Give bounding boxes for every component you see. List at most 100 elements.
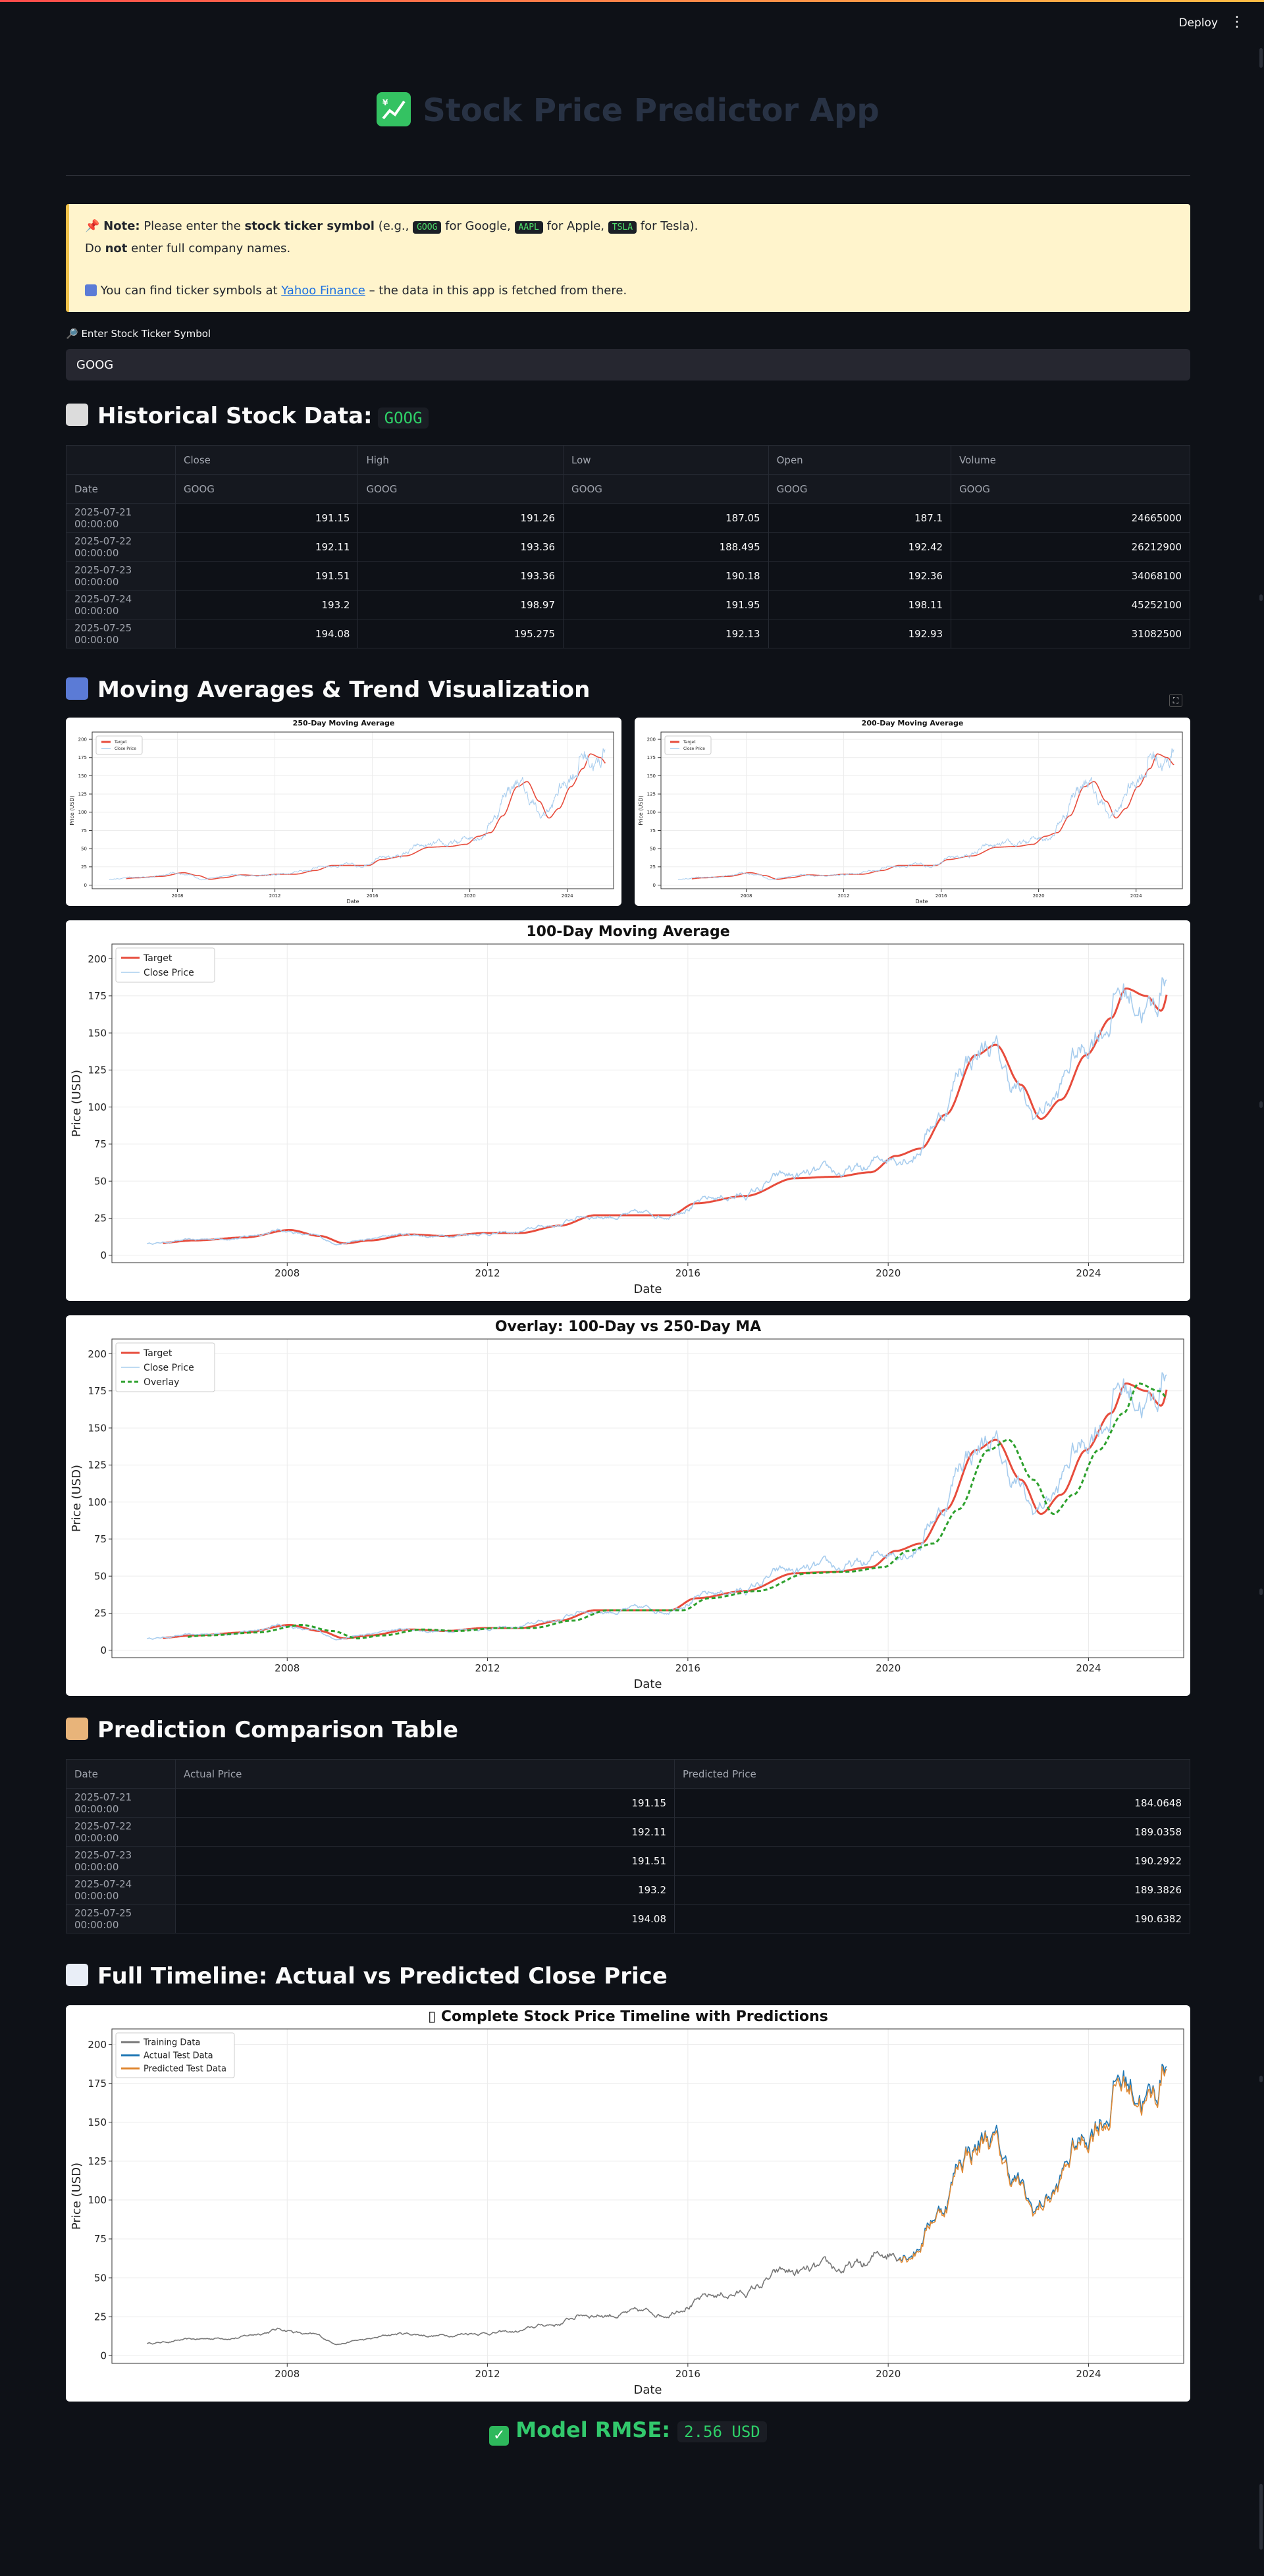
table-cell[interactable]: 26212900 (951, 532, 1190, 562)
timeline-heading-text: Full Timeline: Actual vs Predicted Close… (97, 1963, 668, 1989)
chart-title: Overlay: 100-Day vs 250-Day MA (495, 1319, 761, 1335)
column-header[interactable]: High (357, 445, 564, 475)
date-cell[interactable]: 2025-07-24 00:00:00 (66, 1875, 176, 1905)
table-cell[interactable]: 192.11 (175, 1817, 675, 1847)
table-cell[interactable]: 194.08 (175, 1904, 675, 1933)
column-header[interactable]: Predicted Price (674, 1759, 1190, 1789)
ticker-example-tsla: TSLA (608, 221, 637, 234)
y-tick-label: 150 (88, 1422, 107, 1434)
chart-full-timeline: ▯ Complete Stock Price Timeline with Pre… (66, 2005, 1190, 2402)
column-header[interactable]: Volume (951, 445, 1190, 475)
legend-label: Target (143, 953, 172, 964)
table-cell[interactable]: 198.97 (357, 590, 564, 619)
scroll-thumb[interactable] (1259, 2484, 1263, 2550)
table-cell[interactable]: 198.11 (768, 590, 952, 619)
plot-frame (111, 943, 1184, 1263)
table-cell[interactable]: 190.2922 (674, 1846, 1190, 1876)
table-cell[interactable]: 187.05 (563, 503, 769, 533)
deploy-button[interactable]: Deploy (1178, 16, 1218, 30)
rmse-label: Model RMSE: (515, 2417, 670, 2442)
table-cell[interactable]: 31082500 (951, 619, 1190, 648)
x-tick-label: 2020 (876, 2368, 901, 2380)
table-cell[interactable]: 188.495 (563, 532, 769, 562)
column-header[interactable]: Date (66, 1759, 176, 1789)
x-tick-label: 2020 (1033, 893, 1045, 899)
table-row: 2025-07-25 00:00:00 194.08 190.6382 (66, 1904, 1190, 1933)
table-cell[interactable]: 189.0358 (674, 1817, 1190, 1847)
yahoo-finance-link[interactable]: Yahoo Finance (281, 284, 365, 298)
x-tick-label: 2008 (172, 893, 184, 899)
date-cell[interactable]: 2025-07-21 00:00:00 (66, 1788, 176, 1818)
table-cell[interactable]: 192.93 (768, 619, 952, 648)
kebab-menu-icon[interactable]: ⋮ (1230, 14, 1244, 30)
chart-200-day-ma: 200-Day Moving Average 0 25 50 75 100 125 150 17… (635, 718, 1190, 906)
row-index-cell[interactable]: 2025-07-23 00:00:00 (66, 561, 176, 591)
table-cell[interactable]: 191.95 (563, 590, 769, 619)
column-header[interactable]: Open (768, 445, 952, 475)
row-index-cell[interactable]: 2025-07-25 00:00:00 (66, 619, 176, 648)
row-index-cell[interactable]: 2025-07-21 00:00:00 (66, 503, 176, 533)
y-tick-label: 175 (88, 2078, 107, 2090)
x-tick-label: 2024 (1076, 2368, 1101, 2380)
table-cell[interactable]: 193.2 (174, 590, 359, 619)
table-cell[interactable]: 193.36 (357, 561, 564, 591)
table-cell[interactable]: 191.26 (357, 503, 564, 533)
table-cell[interactable]: 195.275 (357, 619, 564, 648)
table-cell[interactable]: 194.08 (174, 619, 359, 648)
table-cell[interactable]: 189.3826 (674, 1875, 1190, 1905)
table-cell[interactable]: 192.36 (768, 561, 952, 591)
y-tick-label: 150 (647, 774, 656, 779)
y-tick-label: 150 (78, 774, 87, 779)
series-line-target (126, 753, 606, 880)
scrollbar[interactable] (1257, 48, 1264, 2576)
date-cell[interactable]: 2025-07-22 00:00:00 (66, 1817, 176, 1847)
x-tick-label: 2020 (876, 1662, 901, 1674)
column-header[interactable]: Actual Price (175, 1759, 675, 1789)
x-tick-label: 2024 (1130, 893, 1142, 899)
table-cell[interactable]: 34068100 (951, 561, 1190, 591)
table-cell[interactable]: 191.15 (175, 1788, 675, 1818)
table-cell[interactable]: 191.51 (174, 561, 359, 591)
table-cell[interactable]: 192.11 (174, 532, 359, 562)
table-cell[interactable]: 24665000 (951, 503, 1190, 533)
chart-legend: Target Close Price (115, 947, 215, 983)
ticker-subheader: GOOG (951, 474, 1190, 504)
table-cell[interactable]: 187.1 (768, 503, 952, 533)
column-header[interactable]: Close (174, 445, 359, 475)
x-tick-label: 2016 (675, 1662, 700, 1674)
date-cell[interactable]: 2025-07-23 00:00:00 (66, 1846, 176, 1876)
table-cell[interactable]: 190.18 (563, 561, 769, 591)
scroll-arrow-up-icon[interactable] (1259, 48, 1263, 68)
fullscreen-icon[interactable]: ⛶ (1169, 694, 1182, 707)
note-line-2: Do not enter full company names. (85, 238, 1174, 259)
note-text: Do (85, 242, 105, 255)
date-cell[interactable]: 2025-07-25 00:00:00 (66, 1904, 176, 1933)
row-index-cell[interactable]: 2025-07-22 00:00:00 (66, 532, 176, 562)
table-cell[interactable]: 184.0648 (674, 1788, 1190, 1818)
rmse-value: 2.56 USD (677, 2421, 767, 2442)
x-tick-label: 2012 (838, 893, 850, 899)
x-tick-label: 2012 (475, 1267, 500, 1279)
ticker-input[interactable] (66, 349, 1190, 381)
y-tick-label: 200 (88, 2039, 107, 2051)
y-tick-label: 100 (88, 1496, 107, 1508)
table-cell[interactable]: 192.13 (563, 619, 769, 648)
series-line-training-data (146, 2251, 900, 2346)
table-cell[interactable]: 193.2 (175, 1875, 675, 1905)
row-index-cell[interactable]: 2025-07-24 00:00:00 (66, 590, 176, 619)
scroll-marker (1259, 594, 1263, 601)
table-cell[interactable]: 191.15 (174, 503, 359, 533)
table-cell[interactable]: 193.36 (357, 532, 564, 562)
chart-overlay-ma: Overlay: 100-Day vs 250-Day MA 0 25 50 75 100… (66, 1315, 1190, 1696)
column-header[interactable]: Low (563, 445, 769, 475)
table-cell[interactable]: 190.6382 (674, 1904, 1190, 1933)
table-cell[interactable]: 191.51 (175, 1846, 675, 1876)
y-axis-label: Price (USD) (69, 795, 75, 825)
table-cell[interactable]: 45252100 (951, 590, 1190, 619)
y-tick-label: 25 (650, 864, 656, 870)
y-tick-label: 150 (88, 2116, 107, 2128)
y-tick-label: 0 (100, 2350, 107, 2361)
legend-label: Close Price (144, 968, 194, 978)
legend-label: Overlay (144, 1377, 179, 1388)
table-cell[interactable]: 192.42 (768, 532, 952, 562)
